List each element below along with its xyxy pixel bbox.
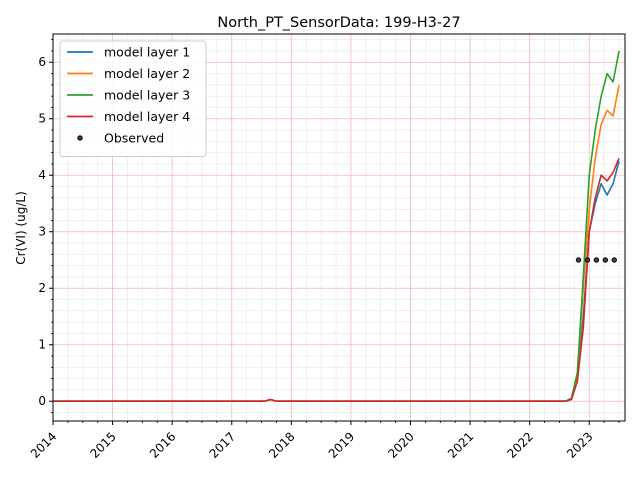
y-tick-label: 3: [38, 225, 46, 239]
x-tick-label: 2023: [564, 429, 595, 460]
legend-label-observed: Observed: [104, 131, 164, 146]
observed-point: [575, 257, 582, 263]
legend-label-1: model layer 1: [104, 45, 190, 60]
x-tick-label: 2020: [385, 429, 416, 460]
x-axis: 2014 2015 2016 2017 2018 2019 2020 2021 2022 2023: [28, 421, 620, 461]
x-tick-label: 2018: [266, 429, 297, 460]
series-layer: [53, 50, 620, 403]
series-line-4: [53, 157, 620, 403]
legend: model layer 1 model layer 2 model layer 3 m…: [59, 40, 207, 157]
x-tick-label: 2015: [87, 429, 118, 460]
observed-point: [593, 257, 600, 263]
x-tick-label: 2014: [28, 429, 59, 460]
legend-box: [59, 40, 207, 157]
legend-label-4: model layer 4: [104, 109, 190, 124]
plot-frame: [52, 33, 626, 422]
y-tick-label: 1: [38, 338, 46, 352]
y-axis: 0 1 2 3 4 5 6: [38, 39, 53, 413]
y-axis-label: Cr(VI) (ug/L): [14, 191, 28, 265]
legend-label-3: model layer 3: [104, 88, 190, 103]
legend-swatch-observed: [77, 135, 83, 141]
x-tick-label: 2021: [445, 429, 476, 460]
x-tick-label: 2022: [505, 429, 536, 460]
x-tick-label: 2016: [147, 429, 178, 460]
chart-title: North_PT_SensorData: 199-H3-27: [217, 15, 460, 31]
observed-layer: [575, 257, 617, 263]
x-tick-label: 2017: [207, 429, 238, 460]
observed-point: [584, 257, 591, 263]
observed-point: [611, 257, 617, 263]
y-tick-label: 0: [38, 394, 46, 408]
y-tick-label: 4: [38, 168, 46, 182]
observed-point: [602, 257, 609, 263]
y-tick-label: 5: [38, 112, 46, 126]
legend-label-2: model layer 2: [104, 66, 190, 81]
x-tick-label: 2019: [326, 429, 357, 460]
y-tick-label: 6: [38, 55, 46, 69]
y-tick-label: 2: [38, 281, 46, 295]
